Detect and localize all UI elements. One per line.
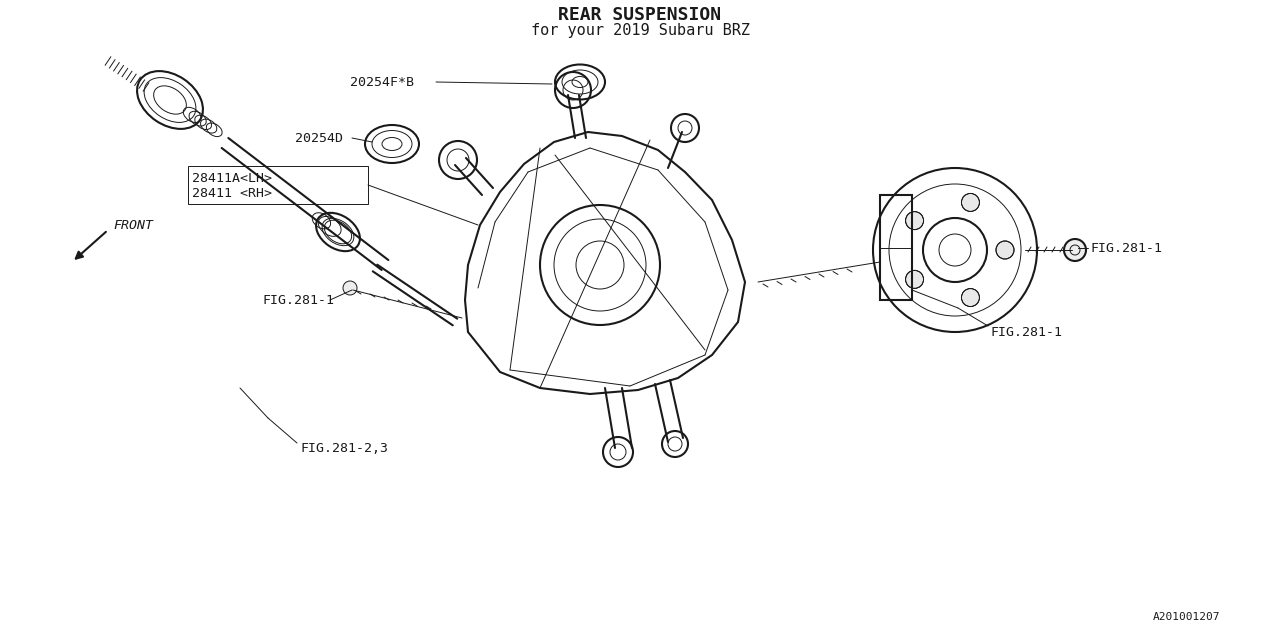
Circle shape bbox=[1064, 239, 1085, 261]
Text: 28411A<LH>: 28411A<LH> bbox=[192, 172, 273, 184]
Text: FIG.281-1: FIG.281-1 bbox=[1091, 241, 1162, 255]
Text: A201001207: A201001207 bbox=[1152, 612, 1220, 622]
Circle shape bbox=[905, 270, 924, 289]
Text: FIG.281-2,3: FIG.281-2,3 bbox=[300, 442, 388, 454]
Circle shape bbox=[343, 281, 357, 295]
Circle shape bbox=[961, 289, 979, 307]
Text: FRONT: FRONT bbox=[113, 218, 154, 232]
Text: 20254F*B: 20254F*B bbox=[349, 76, 413, 88]
Circle shape bbox=[905, 212, 924, 230]
Text: 28411 <RH>: 28411 <RH> bbox=[192, 186, 273, 200]
Text: REAR SUSPENSION: REAR SUSPENSION bbox=[558, 6, 722, 24]
Text: FIG.281-1: FIG.281-1 bbox=[989, 326, 1062, 339]
Text: FIG.281-1: FIG.281-1 bbox=[262, 294, 334, 307]
Circle shape bbox=[996, 241, 1014, 259]
Text: 20254D: 20254D bbox=[294, 131, 343, 145]
Circle shape bbox=[961, 193, 979, 211]
Text: for your 2019 Subaru BRZ: for your 2019 Subaru BRZ bbox=[530, 22, 750, 38]
